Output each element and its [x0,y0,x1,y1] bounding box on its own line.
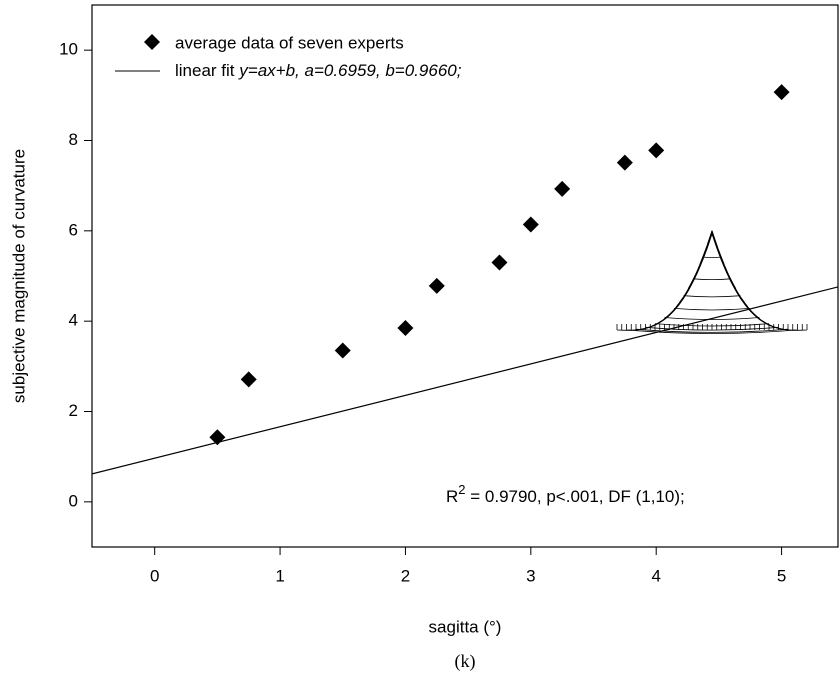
fit-equation: y=ax+b, [238,61,300,80]
inset-meridian [699,230,713,264]
inset-parallel [626,329,798,334]
inset-meridian [640,232,713,330]
inset-meridian [711,231,748,307]
y-tick-label: 10 [59,40,78,59]
inset-meridian [676,231,713,307]
data-point [209,429,226,446]
data-point [397,319,414,336]
caption: (k) [455,651,476,672]
data-point [616,154,633,171]
y-tick-label: 2 [69,401,78,420]
legend-marker [144,34,160,50]
x-tick-label: 4 [651,566,660,585]
data-point [554,180,571,197]
data-point [522,216,539,233]
inset-parallel [692,278,732,280]
y-tick-label: 6 [69,220,78,239]
annotation: R2 = 0.9790, p<.001, DF (1,10); [446,482,685,506]
y-tick-label: 0 [69,491,78,510]
legend-label: average data of seven experts [175,33,404,52]
x-axis-label: sagitta (°) [429,617,502,636]
fit-name: linear fit [175,61,235,80]
annotation-rest: = 0.9790, p<.001, DF (1,10); [466,487,685,506]
y-axis-label: subjective magnitude of curvature [9,149,28,403]
inset-meridian [711,233,808,331]
data-point [428,277,445,294]
fit-line [92,286,838,475]
data-point [491,254,508,271]
data-point [773,84,790,101]
inset-meridian [616,233,713,331]
legend-label: linear fit y=ax+b, a=0.6959, b=0.9660; [175,61,462,80]
inset-parallel [673,308,751,311]
y-tick-label: 4 [69,311,78,330]
inset-parallel [664,317,760,320]
x-tick-label: 3 [526,566,535,585]
inset-meridian [711,232,784,330]
fit-b: b=0.9660; [385,61,461,80]
inset-parallel [635,328,789,333]
inset-figure [616,230,808,334]
annotation-r: R [446,487,458,506]
y-tick-label: 8 [69,130,78,149]
fit-a: a=0.6959, [305,61,381,80]
x-tick-label: 0 [150,566,159,585]
plot-frame [91,4,839,548]
x-tick-label: 5 [777,566,786,585]
data-point [648,142,665,159]
inset-parallel [645,326,779,331]
data-point [334,342,351,359]
data-point [240,371,257,388]
inset-meridian [628,233,713,331]
fit-group [92,286,838,475]
inset-meridian [664,231,713,319]
inset-meridian [711,231,760,319]
x-tick-label: 2 [401,566,410,585]
x-tick-label: 1 [275,566,284,585]
inset-parallel [683,295,741,298]
annotation-sup: 2 [458,482,465,497]
